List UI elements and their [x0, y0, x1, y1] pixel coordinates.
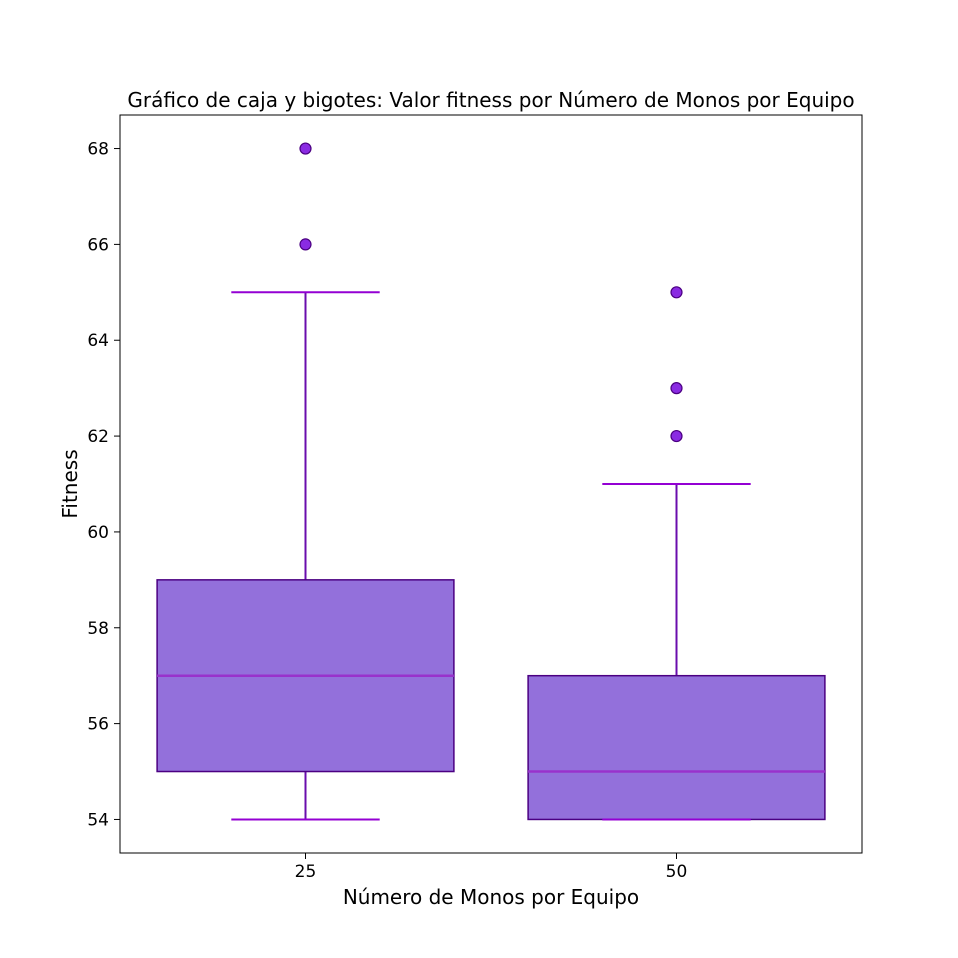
plot-area [156, 142, 826, 821]
outlier-point [299, 238, 312, 251]
y-tick-label: 60 [87, 523, 109, 543]
y-axis-label: Fitness [58, 449, 82, 518]
outlier-point [670, 382, 683, 395]
outlier-point [670, 286, 683, 299]
x-axis: 25 50 [295, 853, 688, 882]
outlier-point [670, 429, 683, 443]
box-iqr [527, 674, 826, 821]
y-tick-label: 54 [87, 810, 109, 830]
chart-title: Gráfico de caja y bigotes: Valor fitness… [127, 88, 854, 112]
box-group-50 [527, 286, 826, 821]
y-axis: 54 56 58 60 62 64 66 68 [87, 140, 120, 830]
y-tick-label: 64 [87, 331, 109, 351]
y-tick-label: 62 [87, 427, 109, 447]
plot-frame [119, 114, 863, 854]
y-tick-label: 58 [87, 619, 109, 639]
y-tick-label: 66 [87, 235, 109, 255]
box-group-25 [156, 142, 455, 821]
y-tick-label: 56 [87, 715, 109, 735]
y-tick-label: 68 [87, 140, 109, 160]
x-axis-label: Número de Monos por Equipo [343, 885, 639, 909]
x-tick-label: 25 [295, 862, 317, 882]
x-tick-label: 50 [666, 862, 688, 882]
outlier-point [299, 142, 312, 155]
